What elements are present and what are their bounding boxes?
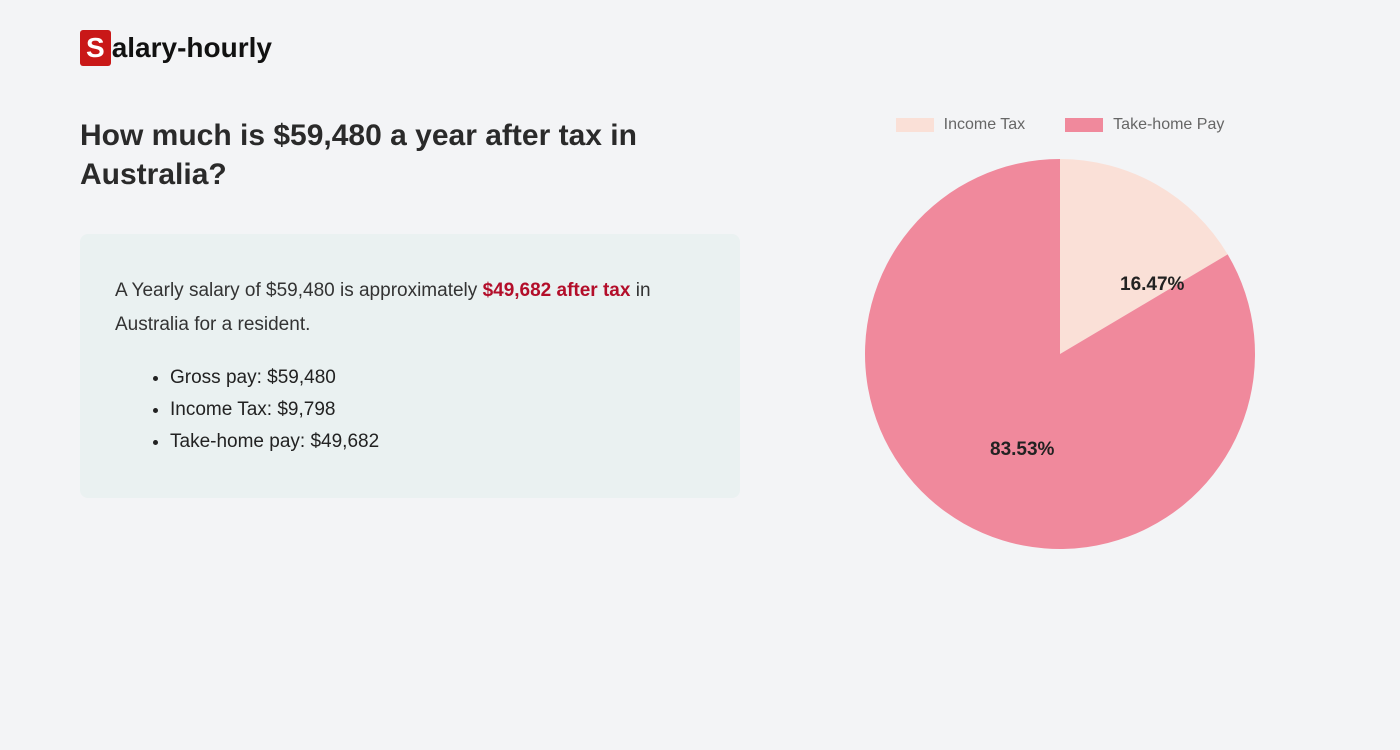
left-column: How much is $59,480 a year after tax in …	[80, 116, 740, 554]
bullet-tax: Income Tax: $9,798	[170, 399, 705, 421]
site-logo: Salary-hourly	[80, 30, 1320, 66]
main-content: How much is $59,480 a year after tax in …	[80, 116, 1320, 554]
pie-label-takehome: 83.53%	[990, 439, 1054, 461]
chart-column: Income Tax Take-home Pay 16.47% 83.53%	[800, 116, 1320, 554]
summary-pre: A Yearly salary of $59,480 is approximat…	[115, 280, 483, 301]
summary-text: A Yearly salary of $59,480 is approximat…	[115, 274, 705, 342]
pie-svg	[860, 154, 1260, 554]
summary-highlight: $49,682 after tax	[483, 280, 631, 301]
chart-legend: Income Tax Take-home Pay	[896, 116, 1225, 134]
legend-item-tax: Income Tax	[896, 116, 1026, 134]
bullet-list: Gross pay: $59,480 Income Tax: $9,798 Ta…	[115, 367, 705, 453]
bullet-gross: Gross pay: $59,480	[170, 367, 705, 389]
pie-label-tax: 16.47%	[1120, 274, 1184, 296]
pie-chart: 16.47% 83.53%	[860, 154, 1260, 554]
legend-item-takehome: Take-home Pay	[1065, 116, 1224, 134]
legend-label-takehome: Take-home Pay	[1113, 116, 1224, 134]
logo-badge: S	[80, 30, 111, 66]
legend-swatch-tax	[896, 118, 934, 132]
legend-swatch-takehome	[1065, 118, 1103, 132]
summary-box: A Yearly salary of $59,480 is approximat…	[80, 234, 740, 498]
page-heading: How much is $59,480 a year after tax in …	[80, 116, 740, 194]
legend-label-tax: Income Tax	[944, 116, 1026, 134]
logo-text: alary-hourly	[112, 32, 272, 64]
bullet-takehome: Take-home pay: $49,682	[170, 431, 705, 453]
